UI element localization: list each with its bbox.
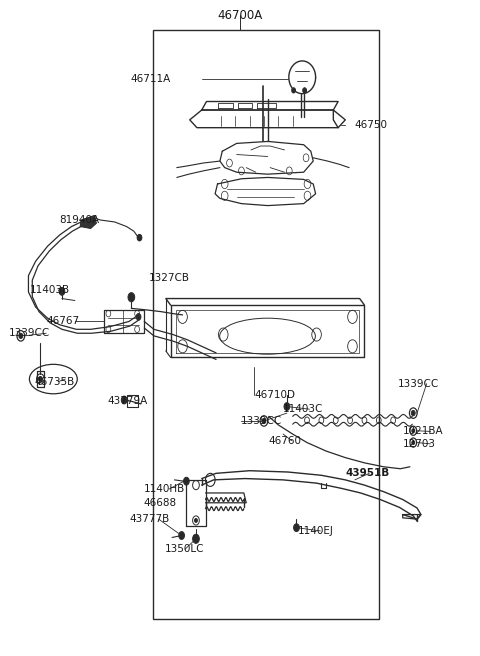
Circle shape [183, 478, 189, 485]
Text: 46760: 46760 [269, 436, 302, 445]
Text: 11403C: 11403C [283, 404, 324, 414]
Circle shape [303, 88, 307, 93]
Text: 1339CC: 1339CC [241, 416, 282, 426]
Text: 12703: 12703 [403, 439, 436, 449]
Circle shape [136, 314, 141, 320]
Text: 46767: 46767 [46, 316, 79, 327]
Text: 43779A: 43779A [107, 396, 147, 406]
Circle shape [412, 441, 415, 445]
Circle shape [59, 287, 65, 295]
Text: 46711A: 46711A [131, 74, 170, 84]
Circle shape [121, 396, 127, 404]
Text: 1140EJ: 1140EJ [298, 526, 333, 536]
Circle shape [19, 333, 23, 338]
Bar [153, 30, 379, 619]
Text: 1140HB: 1140HB [144, 484, 185, 494]
Circle shape [38, 377, 42, 382]
Text: 81940A: 81940A [60, 215, 100, 225]
Circle shape [262, 419, 266, 424]
Text: 46700A: 46700A [217, 9, 263, 22]
Circle shape [284, 403, 290, 411]
Text: 43777B: 43777B [129, 514, 169, 524]
Circle shape [137, 234, 142, 241]
Circle shape [179, 531, 184, 539]
Text: 46735B: 46735B [34, 377, 74, 386]
Circle shape [128, 293, 135, 302]
Circle shape [194, 518, 197, 522]
Text: 11403B: 11403B [29, 285, 70, 295]
Circle shape [411, 411, 415, 416]
Text: 46710D: 46710D [254, 390, 295, 400]
Text: 1350LC: 1350LC [165, 544, 204, 554]
Circle shape [192, 534, 199, 543]
Text: 1339CC: 1339CC [398, 379, 439, 388]
Text: 1327CB: 1327CB [149, 274, 190, 283]
Text: 46750: 46750 [355, 120, 388, 130]
Circle shape [412, 429, 415, 433]
Text: 1339CC: 1339CC [9, 328, 50, 338]
Text: 46688: 46688 [144, 499, 177, 508]
Text: 43951B: 43951B [345, 468, 390, 478]
Circle shape [292, 88, 296, 93]
Circle shape [294, 523, 300, 531]
Polygon shape [80, 215, 96, 228]
Text: 1021BA: 1021BA [403, 426, 444, 436]
